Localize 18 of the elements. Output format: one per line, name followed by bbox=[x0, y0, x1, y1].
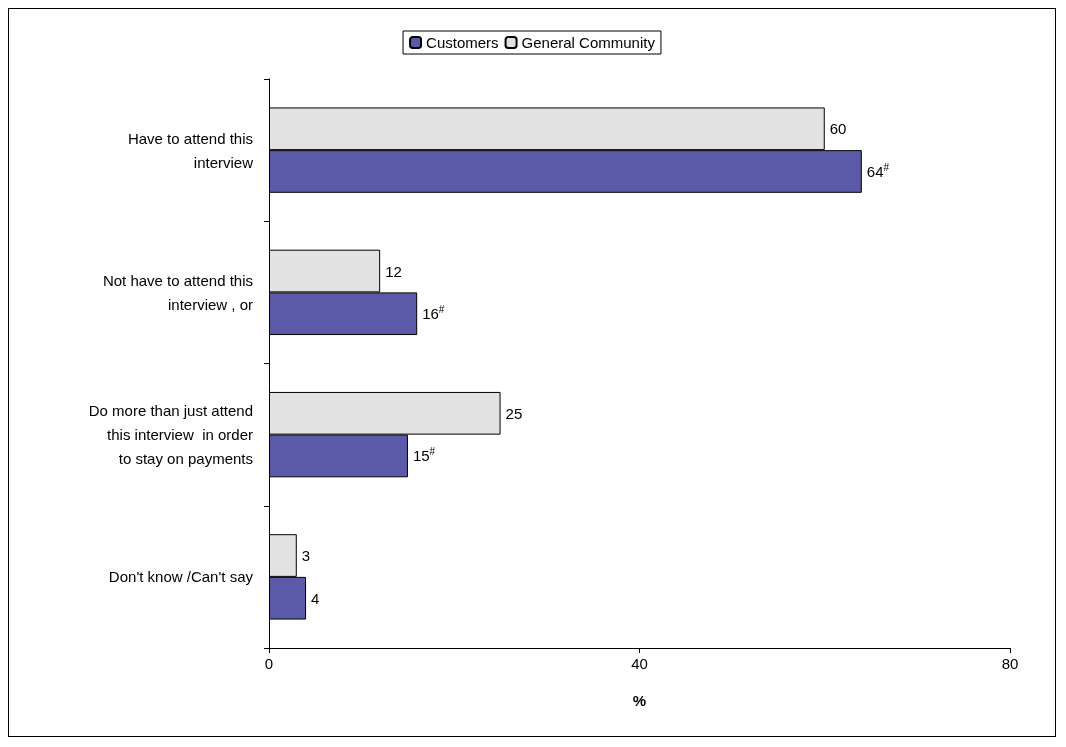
x-tick-label: 0 bbox=[264, 655, 274, 672]
legend-label: Customers bbox=[426, 34, 499, 51]
data-label: 25 bbox=[505, 404, 523, 422]
data-label: 15# bbox=[412, 446, 436, 465]
y-tick-label: Don't know /Can't say bbox=[108, 568, 254, 586]
x-tick-label: 40 bbox=[631, 655, 648, 672]
y-tick-label: Not have to attend this interview , or bbox=[102, 271, 253, 313]
data-label: 4 bbox=[311, 589, 320, 607]
y-tick-label: Have to attend this interview bbox=[127, 129, 254, 171]
data-label: 60 bbox=[829, 120, 847, 138]
data-label: 64# bbox=[866, 161, 890, 180]
data-label: 16# bbox=[422, 304, 445, 323]
x-tick-label: 80 bbox=[1001, 655, 1019, 672]
legend-label: General Community bbox=[521, 34, 656, 51]
data-label: 12 bbox=[385, 262, 402, 280]
y-tick-label: Do more than just attend this interview in order to stay on payments bbox=[88, 402, 253, 468]
x-axis-title: % bbox=[632, 692, 647, 709]
data-label: 3 bbox=[301, 547, 311, 565]
